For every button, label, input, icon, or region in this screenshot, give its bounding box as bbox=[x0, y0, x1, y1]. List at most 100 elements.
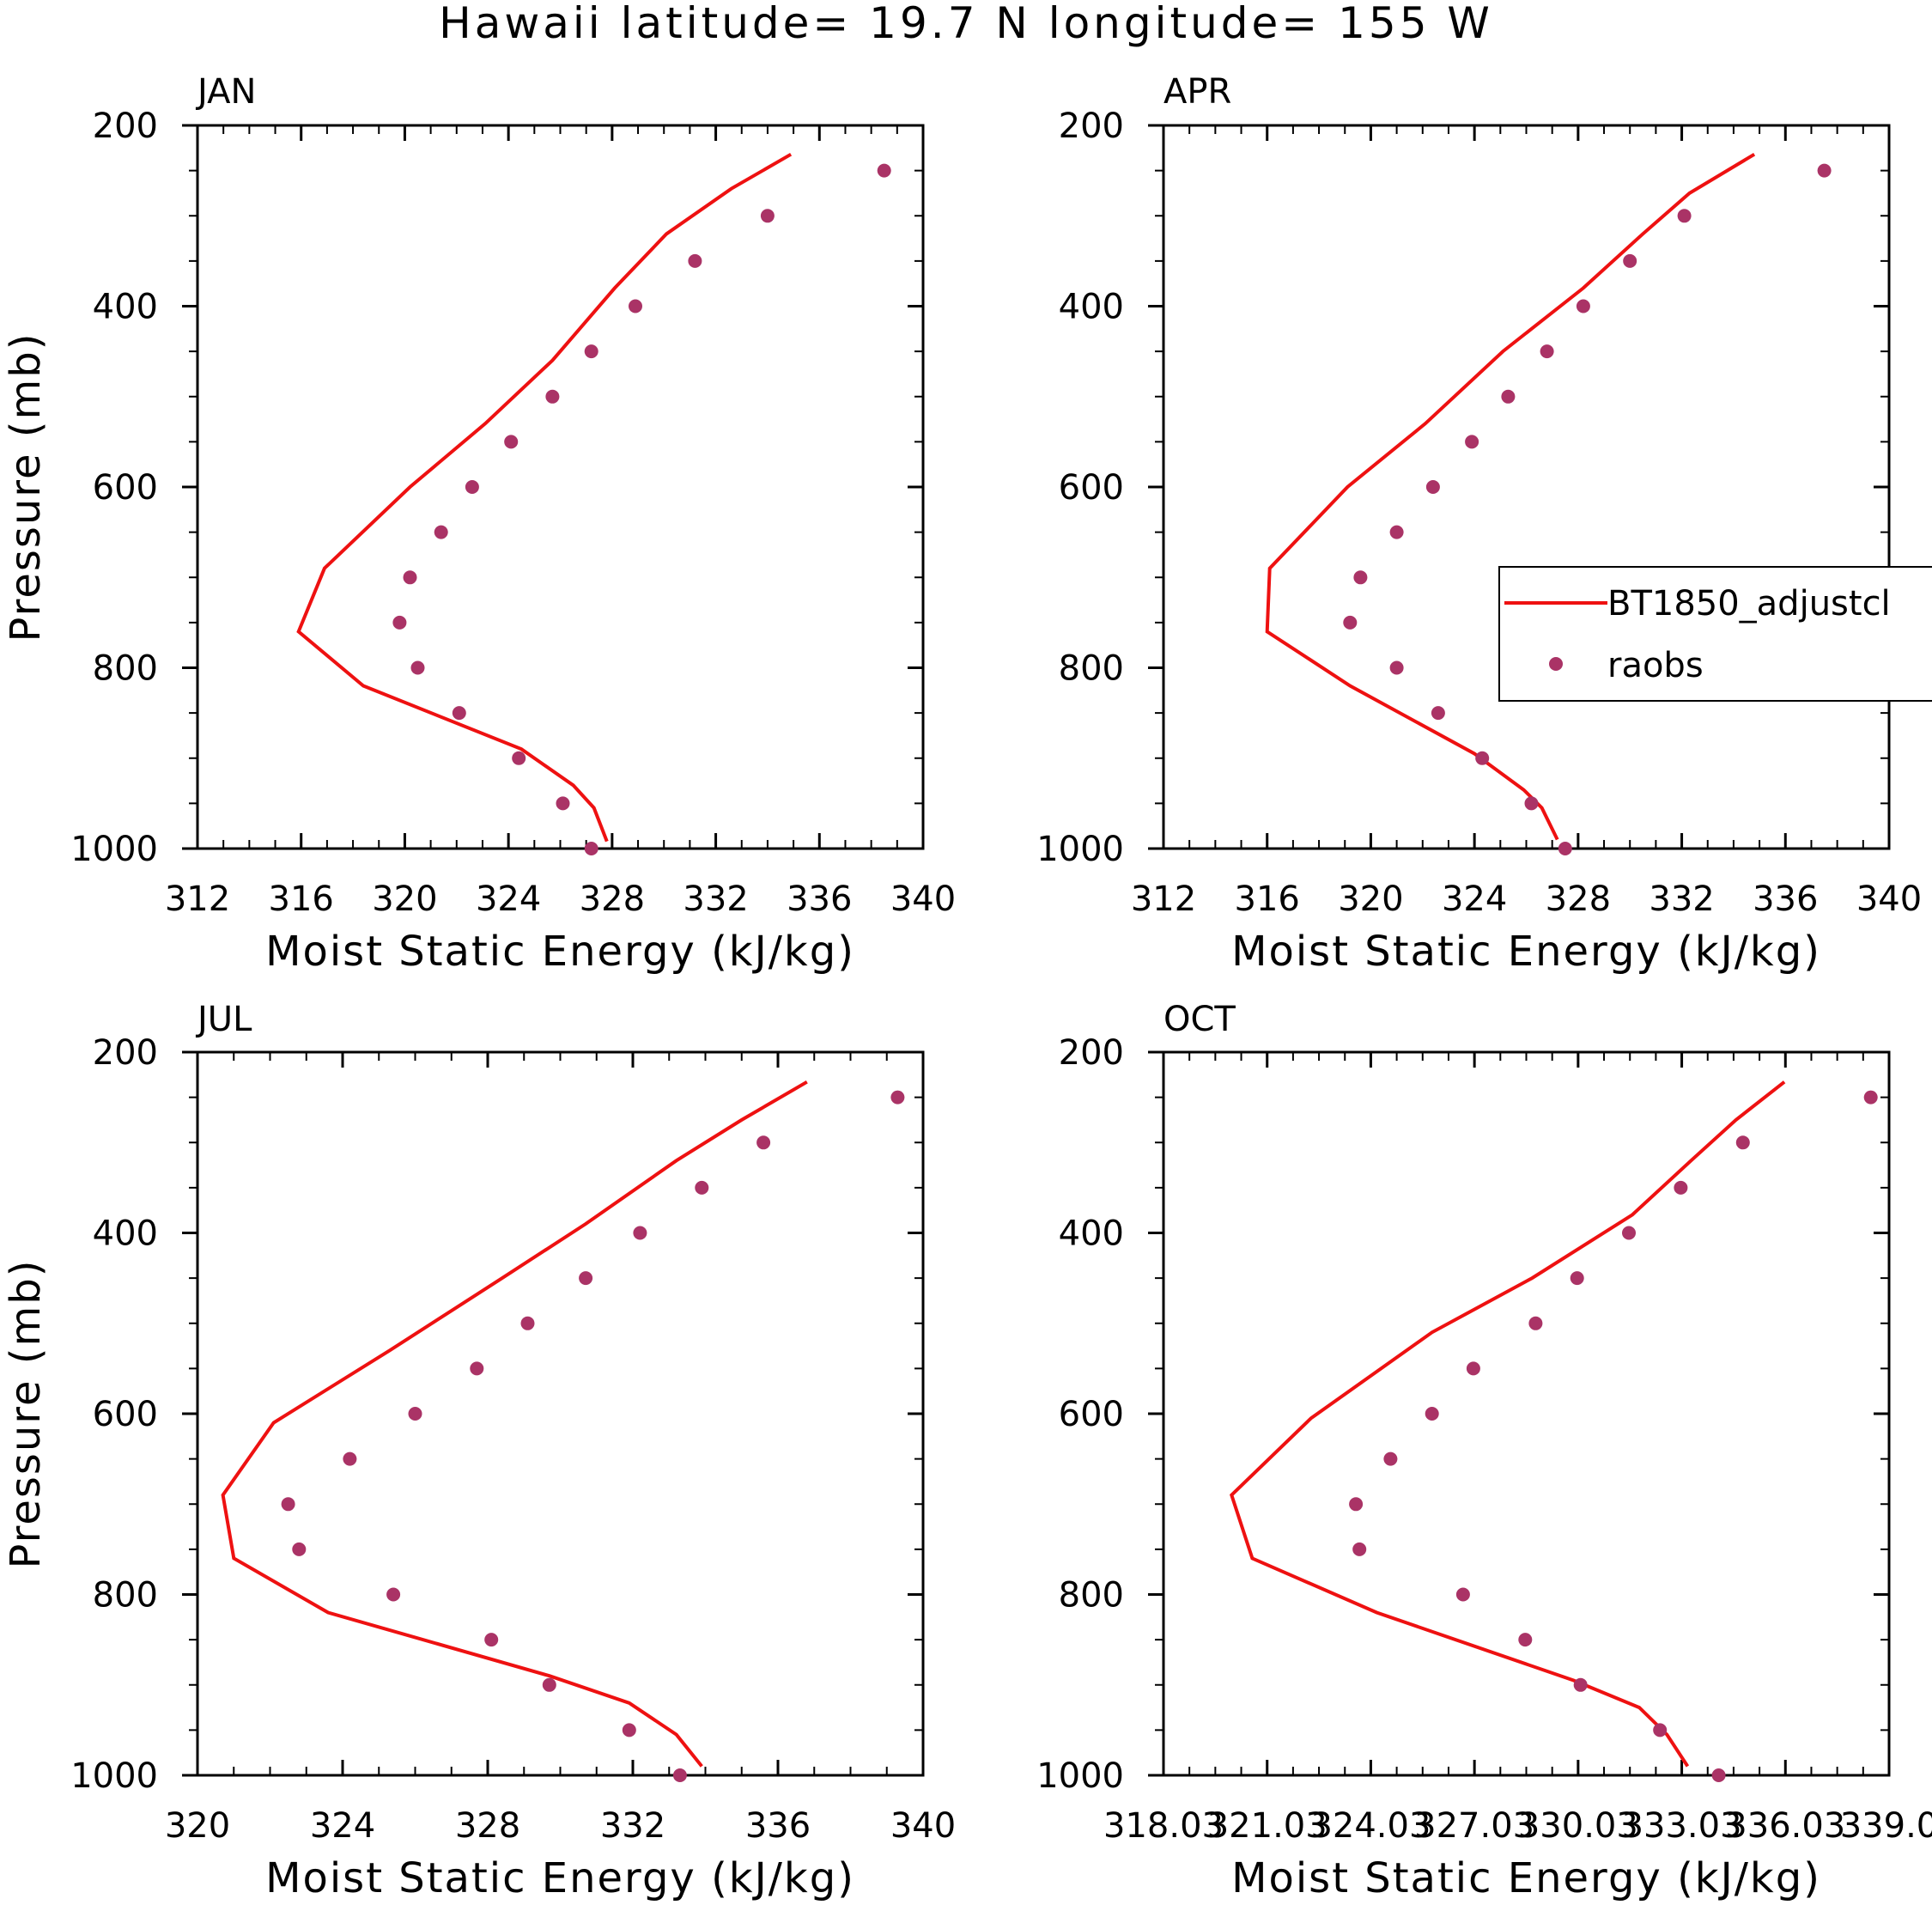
series-line-model bbox=[221, 1080, 808, 1768]
series-line-model bbox=[1265, 152, 1756, 841]
figure-title: Hawaii latitude= 19.7 N longitude= 155 W bbox=[439, 0, 1493, 48]
x-tick-label: 320 bbox=[1338, 879, 1403, 919]
obs-marker bbox=[584, 344, 598, 359]
y-tick-label: 200 bbox=[1059, 1033, 1124, 1073]
obs-marker bbox=[1425, 480, 1440, 494]
y-tick-label: 600 bbox=[1059, 468, 1124, 508]
y-tick-label: 400 bbox=[1059, 1214, 1124, 1254]
obs-marker bbox=[542, 1677, 556, 1692]
obs-marker bbox=[1677, 209, 1692, 223]
legend-marker-sample bbox=[1549, 657, 1563, 671]
obs-marker bbox=[452, 706, 466, 721]
obs-marker bbox=[1343, 615, 1358, 630]
series-line-model bbox=[1230, 1080, 1786, 1768]
x-axis-label: Moist Static Energy (kJ/kg) bbox=[1231, 928, 1821, 976]
obs-marker bbox=[1711, 1768, 1726, 1782]
obs-marker bbox=[1735, 1135, 1750, 1150]
y-tick-label: 600 bbox=[93, 468, 158, 508]
x-tick-label: 332 bbox=[600, 1806, 665, 1846]
obs-marker bbox=[465, 480, 479, 494]
panel-label: APR bbox=[1163, 72, 1231, 112]
y-tick-label: 200 bbox=[1059, 106, 1124, 146]
obs-marker bbox=[1389, 525, 1404, 539]
obs-marker bbox=[1353, 570, 1368, 585]
obs-marker bbox=[512, 751, 526, 765]
y-tick-label: 1000 bbox=[70, 1756, 158, 1796]
obs-marker bbox=[1349, 1497, 1364, 1512]
obs-marker bbox=[890, 1090, 905, 1105]
obs-marker bbox=[622, 1723, 636, 1737]
obs-marker bbox=[1425, 1407, 1439, 1421]
x-tick-label: 328 bbox=[1546, 879, 1611, 919]
panel-label: JAN bbox=[195, 72, 256, 112]
x-tick-label: 320 bbox=[372, 879, 437, 919]
obs-marker bbox=[1524, 796, 1539, 811]
legend: BT1850_adjustcl raobs bbox=[1498, 566, 1932, 702]
x-tick-label: 324 bbox=[1442, 879, 1507, 919]
x-tick-label: 324.03 bbox=[1310, 1806, 1431, 1846]
obs-marker bbox=[1518, 1633, 1533, 1647]
y-axis-label: Pressure (mb) bbox=[2, 1259, 50, 1569]
obs-marker bbox=[877, 163, 891, 178]
obs-marker bbox=[1501, 389, 1516, 404]
obs-marker bbox=[1389, 660, 1404, 675]
obs-marker bbox=[1558, 842, 1572, 855]
obs-marker bbox=[1352, 1542, 1367, 1556]
x-tick-label: 340 bbox=[890, 879, 956, 919]
y-tick-label: 800 bbox=[93, 1576, 158, 1616]
series-line-model bbox=[296, 152, 793, 843]
x-tick-label: 328 bbox=[580, 879, 645, 919]
obs-marker bbox=[1528, 1316, 1543, 1330]
y-tick-label: 600 bbox=[93, 1395, 158, 1434]
panel-jul: JUL 320 324 328 332 336 340 200 400 600 800 1000 Moi… bbox=[2, 1000, 956, 1902]
obs-marker bbox=[1465, 435, 1479, 449]
obs-marker bbox=[695, 1180, 709, 1195]
legend-entry-obs: raobs bbox=[1607, 646, 1704, 685]
y-axis-label: Pressure (mb) bbox=[2, 332, 50, 642]
y-tick-label: 800 bbox=[1059, 1576, 1124, 1616]
obs-marker bbox=[1466, 1361, 1480, 1376]
y-tick-label: 400 bbox=[1059, 288, 1124, 327]
obs-marker bbox=[392, 615, 407, 630]
obs-marker bbox=[556, 796, 570, 811]
x-tick-label: 316 bbox=[269, 879, 334, 919]
obs-marker bbox=[545, 389, 560, 404]
obs-marker bbox=[504, 435, 519, 449]
x-tick-label: 324 bbox=[476, 879, 541, 919]
panels: JAN 312 316 320 324 328 332 336 340 200 400 600 800 1… bbox=[2, 72, 1932, 1902]
y-tick-label: 1000 bbox=[1036, 830, 1124, 869]
obs-marker bbox=[434, 525, 448, 539]
legend-entry-model: BT1850_adjustcl bbox=[1607, 584, 1891, 624]
obs-marker bbox=[1570, 1271, 1584, 1286]
x-tick-label: 320 bbox=[165, 1806, 230, 1846]
obs-marker bbox=[520, 1316, 535, 1330]
x-tick-label: 336 bbox=[1753, 879, 1818, 919]
y-tick-label: 400 bbox=[93, 1214, 158, 1254]
obs-marker bbox=[1622, 1226, 1636, 1240]
x-tick-label: 340 bbox=[890, 1806, 956, 1846]
obs-marker bbox=[1573, 1677, 1588, 1692]
obs-marker bbox=[629, 299, 642, 313]
obs-marker bbox=[484, 1633, 499, 1647]
x-tick-label: 318.03 bbox=[1103, 1806, 1224, 1846]
obs-marker bbox=[1431, 706, 1445, 721]
obs-marker bbox=[672, 1768, 687, 1782]
obs-marker bbox=[756, 1135, 771, 1150]
panel-apr: APR 312 316 320 324 328 332 336 340 200 400 600 800 1… bbox=[1036, 72, 1922, 976]
obs-marker bbox=[1540, 344, 1554, 359]
obs-marker bbox=[403, 570, 417, 585]
x-axis-label: Moist Static Energy (kJ/kg) bbox=[1231, 1854, 1821, 1902]
y-tick-label: 200 bbox=[93, 106, 158, 146]
panel-label: JUL bbox=[195, 1000, 252, 1039]
obs-marker bbox=[1475, 751, 1490, 765]
obs-marker bbox=[584, 842, 598, 855]
plot-frame bbox=[1162, 124, 1891, 850]
obs-marker bbox=[1576, 299, 1590, 313]
x-tick-label: 324 bbox=[310, 1806, 375, 1846]
obs-marker bbox=[1653, 1723, 1668, 1737]
y-tick-label: 1000 bbox=[70, 830, 158, 869]
plot-frame bbox=[1162, 1050, 1891, 1777]
y-tick-label: 800 bbox=[1059, 649, 1124, 689]
x-axis-label: Moist Static Energy (kJ/kg) bbox=[265, 928, 855, 976]
panel-oct: OCT318.03321.03324.03327.03330.03333.033… bbox=[1036, 1000, 1932, 1902]
